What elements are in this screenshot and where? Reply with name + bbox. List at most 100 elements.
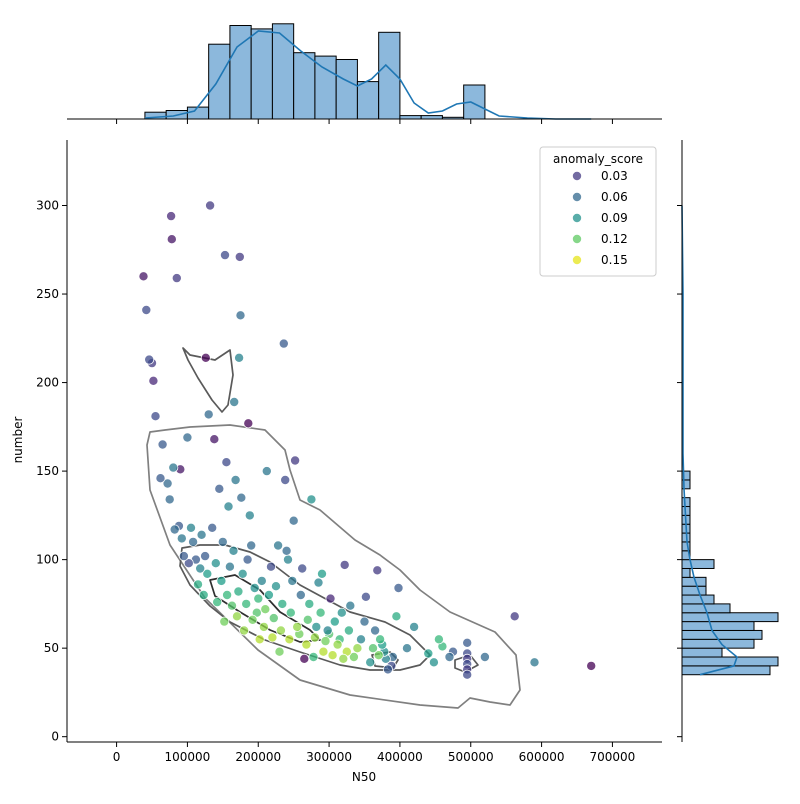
scatter-point — [200, 551, 211, 562]
scatter-point — [150, 411, 161, 422]
scatter-point — [195, 563, 206, 574]
marginal-x-bar — [335, 59, 358, 120]
scatter-point — [176, 533, 187, 544]
scatter-point — [166, 211, 177, 222]
scatter-point — [462, 637, 473, 648]
scatter-point — [277, 598, 288, 609]
scatter-point — [200, 352, 211, 363]
scatter-point — [327, 650, 338, 661]
scatter-point — [182, 432, 193, 443]
scatter-point — [423, 648, 434, 659]
marginal-y-kde — [681, 205, 738, 676]
scatter-point — [223, 501, 234, 512]
scatter-point — [273, 540, 284, 551]
scatter-point — [233, 586, 244, 597]
legend-marker — [572, 170, 583, 181]
scatter-point — [242, 554, 253, 565]
scatter-point — [325, 593, 336, 604]
x-tick-label: 0 — [113, 750, 121, 764]
scatter-point — [214, 483, 225, 494]
scatter-point — [332, 639, 343, 650]
x-tick-label: 400000 — [377, 750, 423, 764]
scatter-point — [192, 579, 203, 590]
scatter-point — [290, 455, 301, 466]
scatter-point — [339, 559, 350, 570]
scatter-point — [216, 575, 227, 586]
scatter-point — [207, 522, 218, 533]
marginal-y-bar — [681, 585, 707, 596]
marginal-x-kde — [144, 30, 592, 120]
marginal-x-bar — [271, 23, 295, 120]
y-tick-label: 50 — [44, 641, 59, 655]
scatter-point — [268, 613, 279, 624]
scatter-point — [278, 338, 289, 349]
scatter-point — [164, 494, 175, 505]
scatter-point — [185, 522, 196, 533]
scatter-point — [155, 473, 166, 484]
scatter-point — [241, 598, 252, 609]
legend-label: 0.15 — [601, 253, 628, 267]
scatter-point — [309, 632, 320, 643]
scatter-point — [284, 634, 295, 645]
scatter-point — [171, 273, 182, 284]
scatter-point — [367, 643, 378, 654]
scatter-point — [157, 439, 168, 450]
scatter-point — [348, 652, 359, 663]
scatter-point — [274, 646, 285, 657]
scatter-point — [329, 616, 340, 627]
kde-contour-mid — [179, 544, 431, 671]
scatter-point — [382, 664, 393, 675]
axes: 0 100000 200000 300000 400000 500000 600000 700… — [36, 140, 662, 764]
legend-label: 0.09 — [601, 211, 628, 225]
y-tick-label: 300 — [36, 199, 59, 213]
scatter-point — [212, 597, 223, 608]
scatter-point — [196, 529, 207, 540]
legend: anomaly_score 0.03 0.06 0.09 0.12 0.15 — [539, 146, 657, 277]
x-tick-label: 200000 — [235, 750, 281, 764]
scatter-point — [282, 554, 293, 565]
marginal-y-bar — [681, 656, 779, 667]
scatter-point — [253, 593, 264, 604]
scatter-point — [263, 590, 274, 601]
y-tick-label: 250 — [36, 287, 59, 301]
scatter-point — [178, 551, 189, 562]
marginal-y-histogram — [677, 140, 779, 742]
scatter-point — [393, 583, 404, 594]
marginal-y-bar — [681, 567, 691, 578]
scatter-point — [261, 466, 272, 477]
scatter-point — [209, 434, 220, 445]
scatter-point — [316, 568, 327, 579]
y-axis-label: number — [11, 417, 25, 464]
marginal-y-bar — [681, 594, 715, 605]
y-tick-label: 200 — [36, 376, 59, 390]
scatter-point — [308, 652, 319, 663]
marginal-y-bar — [681, 559, 715, 569]
scatter-point — [141, 304, 152, 315]
scatter-point — [228, 545, 239, 556]
scatter-point — [270, 581, 281, 592]
scatter-point — [234, 352, 245, 363]
scatter-point — [433, 634, 444, 645]
scatter-points — [138, 200, 597, 680]
scatter-point — [229, 396, 240, 407]
scatter-point — [299, 653, 310, 664]
scatter-point — [203, 409, 214, 420]
scatter-point — [343, 625, 354, 636]
scatter-point — [246, 540, 257, 551]
scatter-point — [183, 558, 194, 569]
marginal-x-bar — [293, 52, 316, 120]
scatter-point — [247, 614, 258, 625]
scatter-point — [234, 251, 245, 262]
scatter-point — [265, 561, 276, 572]
scatter-point — [352, 643, 363, 654]
scatter-point — [345, 600, 356, 611]
x-axis-label: N50 — [352, 770, 376, 784]
marginal-y-bar — [681, 497, 691, 508]
scatter-point — [401, 643, 412, 654]
scatter-point — [231, 611, 242, 622]
scatter-point — [243, 418, 254, 429]
marginal-x-histogram — [67, 23, 662, 124]
scatter-point — [302, 614, 313, 625]
scatter-point — [258, 621, 269, 632]
